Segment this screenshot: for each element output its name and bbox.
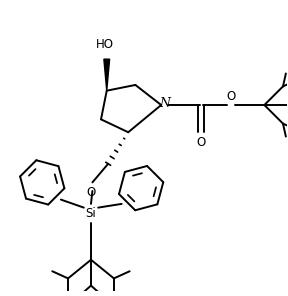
Text: HO: HO (96, 38, 114, 51)
Text: N: N (159, 97, 170, 110)
Text: O: O (197, 136, 206, 149)
Text: O: O (86, 186, 96, 199)
Text: O: O (227, 90, 236, 103)
Polygon shape (104, 59, 110, 91)
Text: Si: Si (86, 207, 96, 221)
